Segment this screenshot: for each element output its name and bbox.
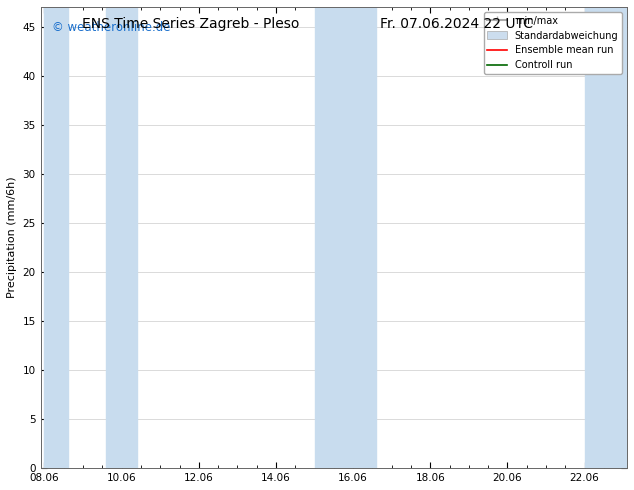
Bar [107, 7, 137, 468]
Legend: min/max, Standardabweichung, Ensemble mean run, Controll run: min/max, Standardabweichung, Ensemble me… [484, 12, 622, 74]
Text: © weatheronline.de: © weatheronline.de [53, 21, 171, 34]
Bar [585, 7, 627, 468]
Bar [314, 7, 376, 468]
Bar [44, 7, 68, 468]
Y-axis label: Precipitation (mm/6h): Precipitation (mm/6h) [7, 177, 17, 298]
Text: ENS Time Series Zagreb - Pleso: ENS Time Series Zagreb - Pleso [82, 17, 299, 31]
Text: Fr. 07.06.2024 22 UTC: Fr. 07.06.2024 22 UTC [380, 17, 533, 31]
